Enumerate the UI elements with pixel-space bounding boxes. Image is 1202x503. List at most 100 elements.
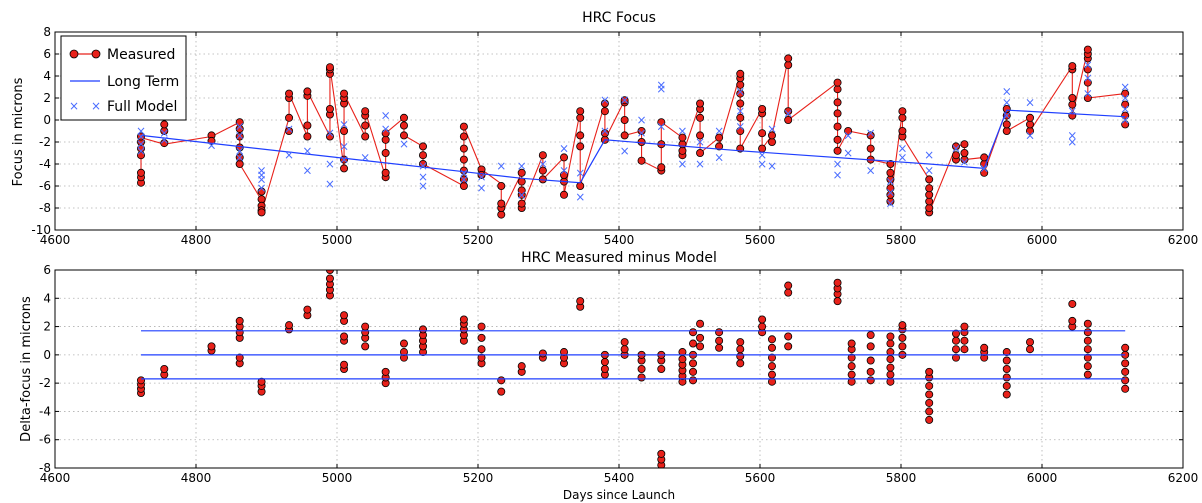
full-model-x-point: × — [1025, 95, 1035, 109]
full-model-x-point: × — [866, 164, 876, 178]
residual-point — [758, 315, 767, 324]
full-model-x-point: × — [399, 137, 409, 151]
full-model-x-point: × — [951, 142, 961, 156]
residual-point — [696, 333, 705, 342]
residual-point — [925, 415, 934, 424]
residual-point — [477, 353, 486, 362]
measured-point — [381, 129, 390, 138]
residual-point — [160, 364, 169, 373]
x-tick-label: 5400 — [604, 233, 635, 247]
measured-point — [898, 107, 907, 116]
residual-point — [886, 332, 895, 341]
legend-swatch-x: × — [69, 99, 79, 113]
full-model-x-point: × — [1083, 71, 1093, 85]
measured-point — [459, 175, 468, 184]
measured-point — [560, 170, 569, 179]
full-model-x-point: × — [897, 150, 907, 164]
full-model-x-point: × — [885, 175, 895, 189]
measured-point — [833, 146, 842, 155]
measured-point — [898, 113, 907, 122]
full-model-x-point: × — [885, 186, 895, 200]
tick-labels: 4600 4800 5000 5200 5400 5600 5800 6000 6200 -10 -… — [31, 25, 1198, 247]
full-model-x-point: × — [459, 166, 469, 180]
residual-point — [689, 359, 698, 368]
residual-point — [886, 370, 895, 379]
x-tick-label: 4800 — [181, 471, 212, 485]
residual-point — [207, 342, 216, 351]
full-model-x-point: × — [885, 197, 895, 211]
residual-point — [1002, 381, 1011, 390]
measured-point — [715, 133, 724, 142]
residual-point — [620, 338, 629, 347]
residual-point — [419, 325, 428, 334]
residual-point — [886, 339, 895, 348]
measured-point — [381, 168, 390, 177]
full-model-x-point: × — [1083, 87, 1093, 101]
residual-point — [497, 376, 506, 385]
residual-point — [637, 364, 646, 373]
measured-point — [784, 107, 793, 116]
full-model-x-point: × — [897, 142, 907, 156]
x-tick-label: 4800 — [181, 233, 212, 247]
x-tick-label: 5000 — [322, 233, 353, 247]
measured-point — [696, 148, 705, 157]
plot-area — [137, 270, 1130, 468]
y-tick-label: -2 — [39, 135, 51, 149]
measured-point — [1083, 78, 1092, 87]
residual-point — [600, 364, 609, 373]
full-model-x-point: × — [695, 135, 705, 149]
y-tick-label: 0 — [43, 113, 51, 127]
residual-point — [847, 353, 856, 362]
full-model-x-point: × — [656, 82, 666, 96]
full-model-x-point: × — [656, 120, 666, 134]
full-model-x-point: × — [235, 120, 245, 134]
full-model-x-point: × — [1067, 135, 1077, 149]
measured-point — [517, 186, 526, 195]
full-model-x-point: × — [757, 157, 767, 171]
full-model-x-point: × — [159, 126, 169, 140]
measured-point — [285, 127, 294, 136]
measured-point — [784, 54, 793, 63]
measured-point — [696, 113, 705, 122]
residual-point — [1083, 370, 1092, 379]
residual-point — [715, 328, 724, 337]
residual-point — [696, 342, 705, 351]
residual-point — [257, 377, 266, 386]
full-model-x-point: × — [517, 188, 527, 202]
full-model-x-point: × — [714, 124, 724, 138]
full-model-x-point: × — [302, 144, 312, 158]
measured-point — [235, 118, 244, 127]
full-model-x-point: × — [559, 142, 569, 156]
measured-point — [833, 78, 842, 87]
measured-point — [951, 151, 960, 160]
residual-point — [715, 336, 724, 345]
measured-point — [925, 190, 934, 199]
legend-swatch-marker — [91, 49, 101, 59]
measured-point — [1121, 100, 1130, 109]
full-model-x-point: × — [695, 157, 705, 171]
panel-measured-minus-model: HRC Measured minus Model Delta-focus in … — [19, 250, 1198, 502]
full-model-x-point: × — [1120, 102, 1130, 116]
residual-point — [1002, 348, 1011, 357]
full-model-x-point: × — [735, 104, 745, 118]
full-model-x-point: × — [637, 126, 647, 140]
full-model-x-point: × — [575, 166, 585, 180]
residual-point — [951, 336, 960, 345]
measured-point — [600, 107, 609, 116]
measured-point — [361, 132, 370, 141]
measured-point — [758, 105, 767, 114]
measured-point — [736, 69, 745, 78]
residual-point — [767, 353, 776, 362]
residual-point — [657, 364, 666, 373]
measured-point — [600, 99, 609, 108]
full-model-x-point: × — [257, 172, 267, 186]
y-axis-label: Focus in microns — [11, 77, 26, 186]
residual-point — [325, 270, 334, 274]
measured-point — [980, 168, 989, 177]
residual-point — [657, 449, 666, 458]
measured-point — [137, 132, 146, 141]
residual-point — [866, 331, 875, 340]
residual-point — [538, 349, 547, 358]
full-model-x-point: × — [620, 93, 630, 107]
